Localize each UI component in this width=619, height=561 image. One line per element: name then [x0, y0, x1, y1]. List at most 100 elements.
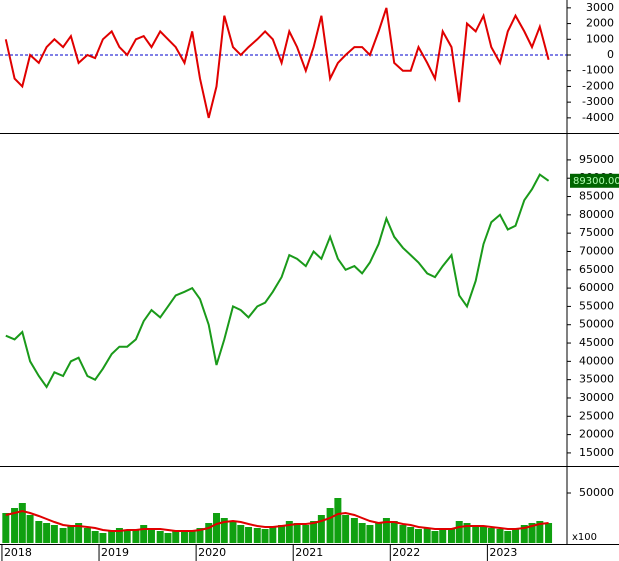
volume-bar	[480, 527, 488, 543]
unit-label: x100	[572, 532, 597, 543]
volume-bar	[512, 529, 520, 543]
volume-bar	[196, 528, 204, 543]
y-tick-label: 45000	[579, 336, 614, 349]
volume-bar	[536, 521, 544, 543]
volume-bar	[91, 531, 99, 543]
volume-bar	[472, 525, 480, 543]
volume-bar	[520, 525, 528, 543]
volume-bar	[18, 503, 26, 543]
volume-bar	[431, 531, 439, 543]
y-tick-label: 40000	[579, 354, 614, 367]
y-tick-label: 50000	[579, 486, 614, 499]
y-tick-label: 55000	[579, 299, 614, 312]
y-tick-label: 25000	[579, 409, 614, 422]
y-tick-label: -3000	[582, 95, 614, 108]
volume-bar	[156, 531, 164, 543]
y-tick-label: -2000	[582, 79, 614, 92]
volume-bar	[317, 515, 325, 543]
volume-bar	[278, 525, 286, 543]
volume-bar	[334, 498, 342, 543]
volume-bar	[123, 531, 131, 543]
volume-bar	[188, 531, 196, 543]
volume-bar	[26, 515, 34, 543]
volume-bar	[213, 513, 221, 543]
volume-bar	[99, 533, 107, 543]
volume-bar	[358, 523, 366, 543]
volume-bar	[11, 508, 19, 543]
y-tick-label: 2000	[586, 17, 614, 30]
y-tick-label: 75000	[579, 226, 614, 239]
volume-bar	[528, 523, 536, 543]
volume-bar	[447, 528, 455, 543]
y-tick-label: 0	[607, 48, 614, 61]
y-tick-label: 30000	[579, 391, 614, 404]
volume-bar	[172, 531, 180, 543]
y-tick-label: 95000	[579, 153, 614, 166]
volume-bar	[67, 525, 75, 543]
x-tick-label: 2021	[295, 546, 323, 559]
volume-bar	[132, 529, 140, 543]
y-tick-label: 15000	[579, 446, 614, 459]
volume-bar	[439, 529, 447, 543]
volume-bar	[302, 525, 310, 543]
volume-bar	[375, 523, 383, 543]
volume-bar	[220, 518, 228, 543]
volume-bar	[350, 518, 358, 543]
volume-bar	[253, 528, 261, 543]
last-price-label: 89300.00	[573, 176, 619, 187]
volume-bar	[423, 528, 431, 543]
volume-bar	[455, 521, 463, 543]
volume-bar	[342, 515, 350, 543]
y-tick-label: 60000	[579, 281, 614, 294]
volume-bar	[407, 527, 415, 543]
volume-bar	[108, 531, 116, 543]
y-tick-label: 85000	[579, 190, 614, 203]
volume-bar	[2, 513, 10, 543]
x-tick-label: 2022	[392, 546, 420, 559]
volume-bar	[285, 521, 293, 543]
y-tick-label: 1000	[586, 32, 614, 45]
x-tick-label: 2020	[198, 546, 226, 559]
series-line	[4, 7, 550, 119]
y-tick-label: 65000	[579, 263, 614, 276]
volume-bar	[50, 525, 58, 543]
volume-bar	[310, 521, 318, 543]
x-tick-label: 2018	[4, 546, 32, 559]
x-tick-label: 2019	[101, 546, 129, 559]
series-line	[5, 509, 549, 532]
volume-bar	[147, 528, 155, 543]
volume-bar	[366, 525, 374, 543]
y-tick-label: 50000	[579, 318, 614, 331]
volume-bar	[205, 523, 213, 543]
volume-bar	[261, 529, 269, 543]
volume-bar	[496, 529, 504, 543]
y-tick-label: -1000	[582, 64, 614, 77]
volume-bar	[140, 525, 148, 543]
volume-bar	[229, 521, 237, 543]
volume-bar	[390, 521, 398, 543]
volume-bar	[83, 528, 91, 543]
volume-bar	[245, 527, 253, 543]
volume-bar	[59, 528, 67, 543]
volume-bar	[399, 525, 407, 543]
volume-bar	[487, 528, 495, 543]
volume-bar	[463, 523, 471, 543]
last-price-box	[570, 173, 619, 188]
y-tick-label: 20000	[579, 428, 614, 441]
volume-bar	[326, 508, 334, 543]
volume-bar	[382, 518, 390, 543]
volume-bar	[164, 533, 172, 543]
volume-bar	[545, 523, 553, 543]
volume-bar	[293, 523, 301, 543]
volume-bar	[75, 523, 83, 543]
y-tick-label: 3000	[586, 1, 614, 14]
y-tick-label: -4000	[582, 111, 614, 124]
y-tick-label: 35000	[579, 373, 614, 386]
volume-bar	[237, 525, 245, 543]
volume-bar	[504, 531, 512, 543]
volume-bar	[43, 523, 51, 543]
series-line	[5, 173, 550, 389]
volume-bar	[180, 532, 188, 543]
